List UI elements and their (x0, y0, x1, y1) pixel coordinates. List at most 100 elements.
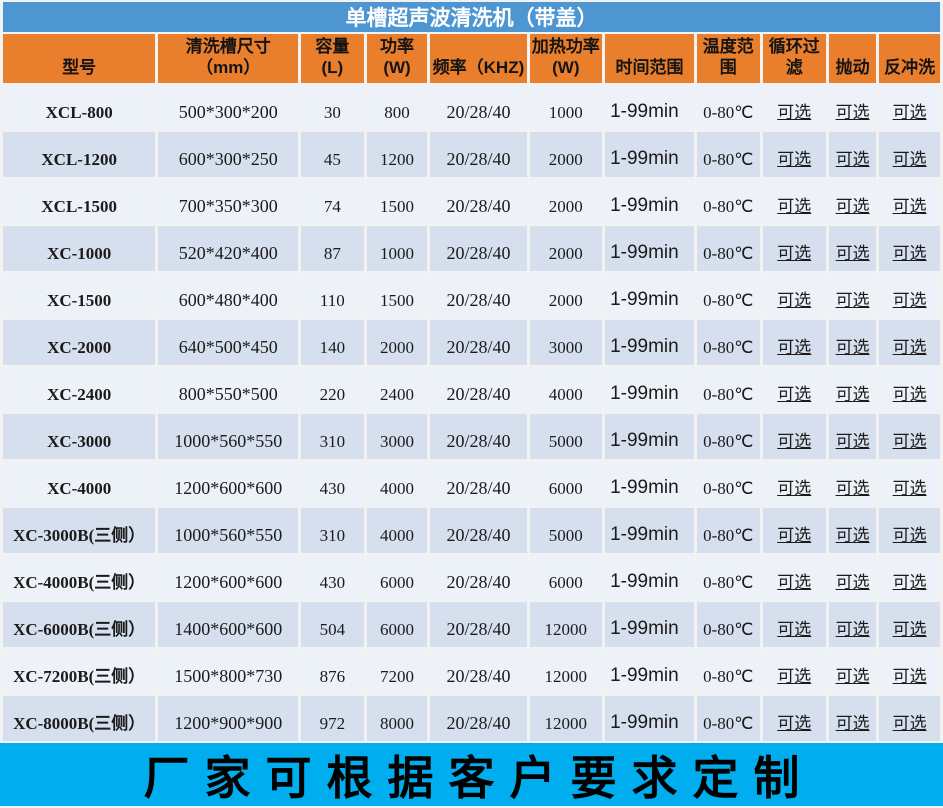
table-row: XC-6000B(三侧） 1400*600*600 504 6000 20/28/40 1… (3, 602, 940, 647)
cell-agitation: 可选 (829, 226, 877, 271)
cell-temp-range: 0-80℃ (696, 85, 760, 130)
table-row: XC-2400 800*550*500 220 2400 20/28/40 4000 1-9… (3, 367, 940, 412)
cell-frequency: 20/28/40 (430, 696, 527, 741)
cell-temp-range: 0-80℃ (696, 461, 760, 506)
cell-time-range: 1-99min (605, 461, 694, 506)
cell-heating-power: 2000 (529, 273, 603, 318)
cell-time-range: 1-99min (605, 226, 694, 271)
cell-model: XC-6000B(三侧） (3, 602, 156, 647)
cell-power: 3000 (366, 414, 428, 459)
table-row: XC-8000B(三侧） 1200*900*900 972 8000 20/28/40 1… (3, 696, 940, 741)
cell-agitation: 可选 (829, 508, 877, 553)
cell-capacity: 74 (301, 179, 364, 224)
cell-model: XCL-800 (3, 85, 156, 130)
cell-temp-range: 0-80℃ (696, 179, 760, 224)
cell-circulating-filter: 可选 (762, 555, 827, 600)
table-header: 型号 清洗槽尺寸（mm） 容量 (L) 功率 (W) 频率（KHZ) 加热功率 … (3, 34, 940, 83)
cell-capacity: 310 (301, 508, 364, 553)
header-row: 型号 清洗槽尺寸（mm） 容量 (L) 功率 (W) 频率（KHZ) 加热功率 … (3, 34, 940, 83)
cell-frequency: 20/28/40 (430, 508, 527, 553)
cell-heating-power: 6000 (529, 461, 603, 506)
column-header-backwash: 反冲洗 (879, 34, 940, 83)
cell-agitation: 可选 (829, 273, 877, 318)
cell-frequency: 20/28/40 (430, 649, 527, 694)
cell-circulating-filter: 可选 (762, 179, 827, 224)
cell-backwash: 可选 (879, 696, 940, 741)
cell-circulating-filter: 可选 (762, 273, 827, 318)
column-header-agitation: 抛动 (829, 34, 877, 83)
cell-power: 4000 (366, 461, 428, 506)
cell-temp-range: 0-80℃ (696, 414, 760, 459)
cell-model: XC-3000B(三侧） (3, 508, 156, 553)
cell-tank-size: 500*300*200 (158, 85, 299, 130)
cell-tank-size: 1400*600*600 (158, 602, 299, 647)
footer-text: 厂家可根据客户要求定制 (143, 752, 815, 804)
cell-heating-power: 12000 (529, 649, 603, 694)
column-header-model: 型号 (3, 34, 156, 83)
cell-model: XC-7200B(三侧） (3, 649, 156, 694)
column-header-tank-size: 清洗槽尺寸（mm） (158, 34, 299, 83)
column-header-time-range: 时间范围 (605, 34, 694, 83)
cell-time-range: 1-99min (605, 414, 694, 459)
cell-power: 2400 (366, 367, 428, 412)
cell-heating-power: 2000 (529, 226, 603, 271)
cell-backwash: 可选 (879, 367, 940, 412)
cell-heating-power: 2000 (529, 132, 603, 177)
cell-model: XC-4000B(三侧） (3, 555, 156, 600)
table-row: XC-3000B(三侧） 1000*560*550 310 4000 20/28/40 5… (3, 508, 940, 553)
cell-heating-power: 5000 (529, 414, 603, 459)
cell-backwash: 可选 (879, 555, 940, 600)
cell-tank-size: 1200*600*600 (158, 555, 299, 600)
cell-power: 1500 (366, 179, 428, 224)
table-row: XCL-1200 600*300*250 45 1200 20/28/40 2000 1-9… (3, 132, 940, 177)
cell-capacity: 45 (301, 132, 364, 177)
cell-model: XC-3000 (3, 414, 156, 459)
cell-heating-power: 12000 (529, 696, 603, 741)
table-row: XC-3000 1000*560*550 310 3000 20/28/40 5000 1-… (3, 414, 940, 459)
cell-circulating-filter: 可选 (762, 367, 827, 412)
cell-tank-size: 800*550*500 (158, 367, 299, 412)
column-header-frequency: 频率（KHZ) (430, 34, 527, 83)
cell-tank-size: 1000*560*550 (158, 508, 299, 553)
cell-power: 1500 (366, 273, 428, 318)
cell-circulating-filter: 可选 (762, 508, 827, 553)
cell-circulating-filter: 可选 (762, 132, 827, 177)
cell-heating-power: 3000 (529, 320, 603, 365)
cell-frequency: 20/28/40 (430, 273, 527, 318)
cell-temp-range: 0-80℃ (696, 555, 760, 600)
cell-power: 7200 (366, 649, 428, 694)
cell-circulating-filter: 可选 (762, 85, 827, 130)
cell-model: XC-4000 (3, 461, 156, 506)
cell-power: 6000 (366, 602, 428, 647)
cell-temp-range: 0-80℃ (696, 226, 760, 271)
cell-capacity: 430 (301, 461, 364, 506)
table-row: XC-4000B(三侧） 1200*600*600 430 6000 20/28/40 6… (3, 555, 940, 600)
cell-frequency: 20/28/40 (430, 602, 527, 647)
footer-banner: 厂家可根据客户要求定制 (0, 743, 943, 806)
cell-power: 6000 (366, 555, 428, 600)
column-header-circulating-filter: 循环过 滤 (762, 34, 827, 83)
cell-tank-size: 1200*900*900 (158, 696, 299, 741)
table-row: XCL-800 500*300*200 30 800 20/28/40 1000 1-99m… (3, 85, 940, 130)
cell-capacity: 430 (301, 555, 364, 600)
cell-frequency: 20/28/40 (430, 179, 527, 224)
column-header-temp-range: 温度范 围 (696, 34, 760, 83)
cell-capacity: 220 (301, 367, 364, 412)
table-row: XC-7200B(三侧） 1500*800*730 876 7200 20/28/40 1… (3, 649, 940, 694)
cell-model: XC-2400 (3, 367, 156, 412)
cell-capacity: 310 (301, 414, 364, 459)
cell-time-range: 1-99min (605, 367, 694, 412)
table-row: XCL-1500 700*350*300 74 1500 20/28/40 2000 1-9… (3, 179, 940, 224)
cell-backwash: 可选 (879, 414, 940, 459)
table-row: XC-2000 640*500*450 140 2000 20/28/40 3000 1-9… (3, 320, 940, 365)
cell-agitation: 可选 (829, 696, 877, 741)
cell-tank-size: 600*300*250 (158, 132, 299, 177)
spec-table-body: XCL-800 500*300*200 30 800 20/28/40 1000 1-99m… (3, 85, 940, 741)
cell-tank-size: 520*420*400 (158, 226, 299, 271)
cell-heating-power: 4000 (529, 367, 603, 412)
cell-capacity: 876 (301, 649, 364, 694)
cell-time-range: 1-99min (605, 132, 694, 177)
table-row: XC-1000 520*420*400 87 1000 20/28/40 2000 1-99… (3, 226, 940, 271)
cell-temp-range: 0-80℃ (696, 602, 760, 647)
cell-temp-range: 0-80℃ (696, 132, 760, 177)
